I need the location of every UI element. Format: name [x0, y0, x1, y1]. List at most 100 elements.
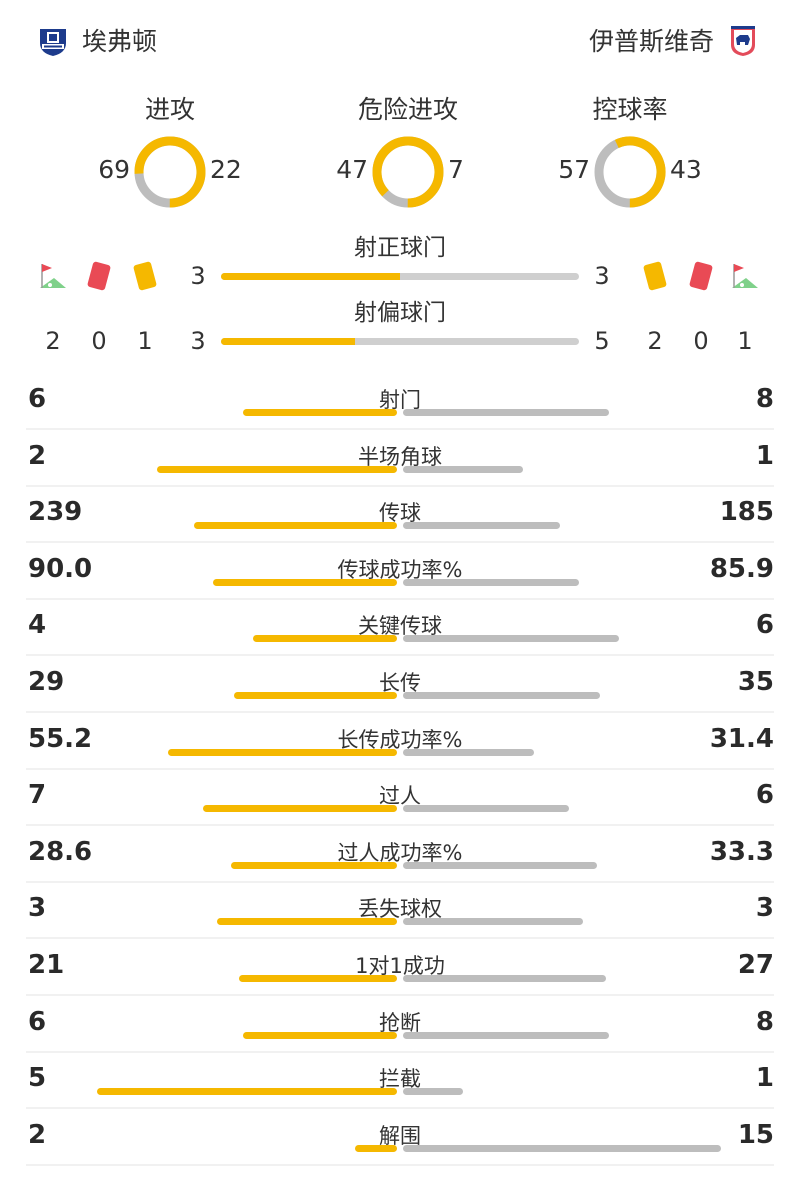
- ipswich-crest-icon: [731, 26, 755, 56]
- stat-home-bar: [168, 748, 397, 756]
- stat-home-value: 7: [28, 780, 47, 811]
- stat-away-value: 185: [719, 497, 774, 528]
- away-corners-count: 1: [737, 327, 753, 355]
- stat-away-bar: [403, 748, 534, 756]
- stat-divider: [26, 1163, 774, 1166]
- stat-away-bar: [403, 1144, 721, 1152]
- shots-off-target-away: 5: [594, 327, 610, 355]
- stat-home-value: 3: [28, 893, 47, 924]
- stat-home-value: 21: [28, 950, 65, 980]
- stat-home-bar: [355, 1144, 397, 1152]
- stat-away-bar: [403, 465, 523, 473]
- donut-title: 进攻: [144, 95, 195, 124]
- stat-away-bar: [403, 522, 560, 530]
- stat-home-bar: [203, 805, 397, 813]
- stat-label: 丢失球权: [358, 897, 442, 922]
- shots-on-target-away: 3: [594, 262, 610, 290]
- stat-divider: [26, 880, 774, 883]
- home-team[interactable]: 埃弗顿: [36, 22, 157, 58]
- stat-row: 29 长传 35: [0, 661, 800, 717]
- stat-home-bar: [97, 1088, 397, 1096]
- stat-divider: [26, 1107, 774, 1110]
- stat-home-value: 55.2: [28, 723, 93, 754]
- stat-row: 21 1对1成功 27: [0, 944, 800, 1000]
- stat-home-value: 29: [28, 667, 65, 697]
- stat-home-value: 239: [28, 497, 83, 528]
- stat-away-value: 1: [755, 440, 774, 471]
- away-red-count: 0: [693, 327, 709, 355]
- shots-on-target-bar: [221, 273, 579, 280]
- stat-row: 7 过人 6: [0, 774, 800, 830]
- stat-divider: [26, 767, 774, 770]
- donut-title: 危险进攻: [357, 95, 458, 124]
- stat-home-bar: [239, 975, 397, 982]
- away-team[interactable]: 伊普斯维奇: [589, 22, 760, 58]
- stat-home-value: 6: [28, 1006, 47, 1037]
- stat-row: 5 拦截 1: [0, 1057, 800, 1113]
- stat-away-bar: [403, 861, 597, 869]
- yellow-card-icon: [133, 261, 157, 291]
- stat-home-bar: [253, 635, 397, 643]
- stat-away-value: 1: [755, 1063, 774, 1094]
- stat-away-value: 15: [737, 1119, 774, 1150]
- stat-home-value: 28.6: [28, 836, 93, 867]
- stat-away-value: 35: [737, 667, 774, 697]
- home-yellow-count: 1: [137, 327, 153, 355]
- donut-chart: [594, 136, 666, 208]
- shots-on-target-home: 3: [190, 262, 206, 290]
- everton-crest-icon: [40, 29, 66, 56]
- stat-label: 传球: [379, 501, 421, 526]
- stat-row: 2 半场角球 1: [0, 435, 800, 491]
- yellow-card-icon: [643, 261, 667, 291]
- stat-home-bar: [213, 578, 397, 586]
- donut-possession: 控球率 57 43: [510, 90, 750, 210]
- donut-chart: [134, 136, 206, 208]
- stat-divider: [26, 484, 774, 487]
- corner-flag-icon: [40, 264, 66, 288]
- stat-row: 239 传球 185: [0, 491, 800, 547]
- donut-away-value: 7: [448, 155, 464, 184]
- stat-away-value: 3: [755, 893, 774, 924]
- stat-divider: [26, 994, 774, 996]
- stat-row: 3 丢失球权 3: [0, 887, 800, 943]
- stat-away-value: 33.3: [709, 836, 774, 867]
- stat-divider: [26, 824, 774, 827]
- stat-row: 55.2 长传成功率% 31.4: [0, 718, 800, 774]
- stat-divider: [26, 937, 774, 940]
- stat-away-bar: [403, 805, 569, 813]
- donut-home-arc: [372, 136, 444, 208]
- stat-home-value: 90.0: [28, 553, 93, 584]
- stat-away-value: 31.4: [709, 723, 774, 754]
- stat-divider: [26, 654, 774, 657]
- donut-chart: [372, 136, 444, 208]
- stat-label: 拦截: [379, 1067, 421, 1092]
- stat-home-value: 5: [28, 1063, 47, 1094]
- stat-away-bar: [403, 1088, 463, 1096]
- stat-home-value: 2: [28, 1119, 47, 1150]
- stat-away-value: 8: [755, 384, 774, 414]
- stat-away-value: 6: [755, 610, 774, 641]
- stat-away-value: 27: [737, 950, 774, 980]
- stat-away-bar: [403, 692, 600, 699]
- shots-on-target-row: 射正球门 3 3: [0, 235, 800, 296]
- stat-row: 2 解围 15: [0, 1114, 800, 1170]
- stat-home-bar: [234, 692, 397, 699]
- stat-divider: [26, 597, 774, 600]
- stat-label: 长传: [379, 671, 421, 695]
- red-card-icon: [689, 261, 713, 291]
- stat-away-bar: [403, 975, 606, 982]
- shots-off-target-title: 射偏球门: [354, 300, 446, 326]
- donut-dangerous-attack: 危险进攻 47 7: [288, 90, 528, 210]
- stat-row: 6 射门 8: [0, 378, 800, 434]
- stat-away-value: 6: [755, 780, 774, 811]
- donut-away-value: 22: [210, 155, 242, 184]
- stat-home-value: 4: [28, 610, 47, 641]
- corner-flag-icon: [732, 264, 758, 288]
- stat-label: 长传成功率%: [337, 727, 463, 752]
- stat-away-bar: [403, 409, 609, 416]
- stat-label: 半场角球: [358, 444, 442, 469]
- stat-away-bar: [403, 1031, 609, 1039]
- stat-label: 抢断: [379, 1010, 421, 1035]
- stat-away-bar: [403, 578, 579, 586]
- donut-home-value: 47: [336, 155, 368, 184]
